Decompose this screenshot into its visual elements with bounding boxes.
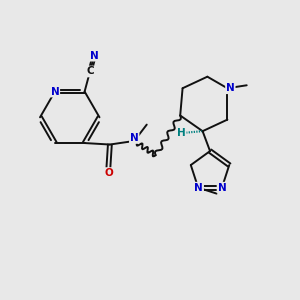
Text: N: N [218, 183, 226, 193]
Text: H: H [177, 128, 186, 138]
Text: O: O [104, 168, 113, 178]
Text: N: N [90, 51, 99, 61]
Text: N: N [130, 133, 139, 143]
Text: C: C [86, 67, 94, 76]
Text: N: N [194, 183, 203, 193]
Text: N: N [226, 83, 235, 93]
Text: N: N [50, 87, 59, 97]
